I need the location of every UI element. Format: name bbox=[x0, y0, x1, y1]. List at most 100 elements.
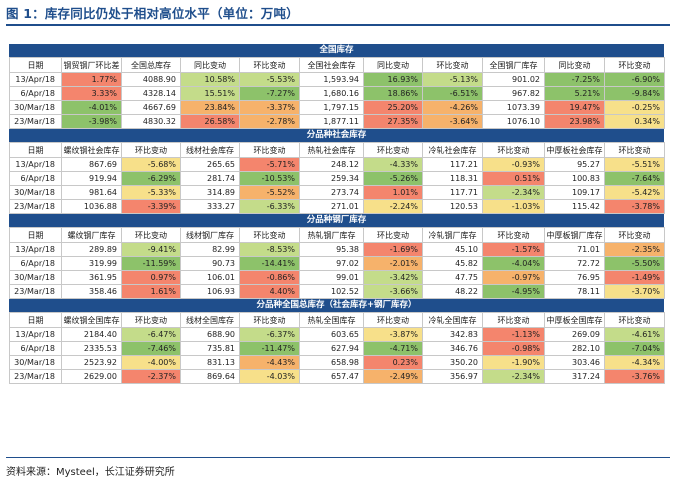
value-cell: 867.69 bbox=[61, 157, 122, 172]
date-cell: 30/Mar/18 bbox=[9, 100, 62, 115]
value-cell: -6.51% bbox=[422, 86, 483, 101]
date-cell: 6/Apr/18 bbox=[9, 171, 62, 186]
value-cell: -9.41% bbox=[121, 242, 181, 257]
value-cell: -5.71% bbox=[239, 157, 300, 172]
value-cell: 3.33% bbox=[61, 86, 122, 101]
value-cell: -2.24% bbox=[363, 199, 423, 214]
table-row: 6/Apr/18 2335.53 -7.46% 735.81 -11.47% 627.94… bbox=[9, 341, 665, 356]
value-cell: 71.01 bbox=[544, 242, 605, 257]
source-note: 资料来源：Mysteel，长江证券研究所 bbox=[6, 467, 175, 478]
value-cell: 333.27 bbox=[180, 199, 240, 214]
value-cell: 2523.92 bbox=[61, 355, 122, 370]
table-row: 23/Mar/18 1036.88 -3.39% 333.27 -6.33% 271.01… bbox=[9, 199, 665, 214]
value-cell: 303.46 bbox=[544, 355, 605, 370]
value-cell: 82.99 bbox=[180, 242, 240, 257]
value-cell: 2629.00 bbox=[61, 369, 122, 384]
value-cell: 0.97% bbox=[121, 270, 181, 285]
value-cell: 603.65 bbox=[299, 327, 364, 342]
table-row: 30/Mar/18 981.64 -5.33% 314.89 -5.52% 273.74 1… bbox=[9, 185, 665, 200]
value-cell: 967.82 bbox=[482, 86, 545, 101]
column-header: 日期 bbox=[9, 227, 62, 243]
column-header: 环比变动 bbox=[604, 142, 665, 158]
value-cell: 358.46 bbox=[61, 284, 122, 299]
value-cell: -0.25% bbox=[604, 100, 665, 115]
date-cell: 23/Mar/18 bbox=[9, 284, 62, 299]
date-cell: 13/Apr/18 bbox=[9, 157, 62, 172]
table-row: 23/Mar/18 -3.98% 4830.32 26.58% -2.78% 1,877.… bbox=[9, 114, 665, 129]
value-cell: -0.98% bbox=[482, 341, 545, 356]
value-cell: 48.22 bbox=[422, 284, 483, 299]
value-cell: 831.13 bbox=[180, 355, 240, 370]
value-cell: 981.64 bbox=[61, 185, 122, 200]
column-header: 热轧钢厂库存 bbox=[299, 227, 364, 243]
table-row: 30/Mar/18 361.95 0.97% 106.01 -0.86% 99.01 -3.… bbox=[9, 270, 665, 285]
column-header: 热轧社会库存 bbox=[299, 142, 364, 158]
column-header: 同比变动 bbox=[180, 57, 240, 73]
value-cell: 289.89 bbox=[61, 242, 122, 257]
column-header: 螺纹钢社会库存 bbox=[61, 142, 122, 158]
value-cell: -3.78% bbox=[604, 199, 665, 214]
value-cell: 15.51% bbox=[180, 86, 240, 101]
table-row: 13/Apr/18 867.69 -5.68% 265.65 -5.71% 248.12-… bbox=[9, 157, 665, 172]
value-cell: 259.34 bbox=[299, 171, 364, 186]
value-cell: -6.90% bbox=[604, 72, 665, 87]
value-cell: 100.83 bbox=[544, 171, 605, 186]
value-cell: -1.03% bbox=[482, 199, 545, 214]
value-cell: 102.52 bbox=[299, 284, 364, 299]
value-cell: -0.93% bbox=[482, 157, 545, 172]
table-row: 30/Mar/18 -4.01% 4667.69 23.84% -3.37% 1,797.… bbox=[9, 100, 665, 115]
value-cell: 1.61% bbox=[121, 284, 181, 299]
value-cell: 361.95 bbox=[61, 270, 122, 285]
value-cell: -6.47% bbox=[121, 327, 181, 342]
value-cell: -1.69% bbox=[363, 242, 423, 257]
value-cell: -4.00% bbox=[121, 355, 181, 370]
inventory-spreadsheet: 全国库存 日期 钢贸钢厂环比差 全国总库存 同比变动 环比变动 全国社会库存 同比变动 环比变动… bbox=[9, 44, 665, 436]
table-row: 23/Mar/18 358.46 1.61% 106.93 4.40% 102.52 -3.… bbox=[9, 284, 665, 299]
value-cell: 4667.69 bbox=[121, 100, 181, 115]
value-cell: 19.47% bbox=[544, 100, 605, 115]
value-cell: 2184.40 bbox=[61, 327, 122, 342]
value-cell: 90.73 bbox=[180, 256, 240, 271]
value-cell: 25.20% bbox=[363, 100, 423, 115]
column-header: 线材全国库存 bbox=[180, 312, 240, 328]
column-header: 环比变动 bbox=[121, 142, 181, 158]
value-cell: -3.64% bbox=[422, 114, 483, 129]
value-cell: -0.86% bbox=[239, 270, 300, 285]
value-cell: -4.43% bbox=[239, 355, 300, 370]
value-cell: -2.37% bbox=[121, 369, 181, 384]
column-header: 日期 bbox=[9, 312, 62, 328]
value-cell: 47.75 bbox=[422, 270, 483, 285]
date-cell: 6/Apr/18 bbox=[9, 86, 62, 101]
date-cell: 23/Mar/18 bbox=[9, 199, 62, 214]
table-row: 30/Mar/18 2523.92 -4.00% 831.13 -4.43% 658.98… bbox=[9, 355, 665, 370]
value-cell: 120.53 bbox=[422, 199, 483, 214]
value-cell: 26.58% bbox=[180, 114, 240, 129]
column-header: 螺纹钢厂库存 bbox=[61, 227, 122, 243]
value-cell: -4.95% bbox=[482, 284, 545, 299]
bottom-rule bbox=[6, 457, 670, 458]
value-cell: -5.33% bbox=[121, 185, 181, 200]
column-header: 钢贸钢厂环比差 bbox=[61, 57, 122, 73]
date-cell: 13/Apr/18 bbox=[9, 72, 62, 87]
date-cell: 30/Mar/18 bbox=[9, 355, 62, 370]
value-cell: -5.53% bbox=[239, 72, 300, 87]
column-header: 热轧全国库存 bbox=[299, 312, 364, 328]
value-cell: -5.68% bbox=[121, 157, 181, 172]
column-header: 中厚板社会库存 bbox=[544, 142, 605, 158]
column-header: 环比变动 bbox=[121, 227, 181, 243]
value-cell: 1.01% bbox=[363, 185, 423, 200]
value-cell: 1,680.16 bbox=[299, 86, 364, 101]
value-cell: 4.40% bbox=[239, 284, 300, 299]
column-header: 同比变动 bbox=[544, 57, 605, 73]
value-cell: 118.31 bbox=[422, 171, 483, 186]
column-header: 同比变动 bbox=[363, 57, 423, 73]
column-header: 螺纹钢全国库存 bbox=[61, 312, 122, 328]
column-header: 环比变动 bbox=[121, 312, 181, 328]
value-cell: 271.01 bbox=[299, 199, 364, 214]
value-cell: -3.42% bbox=[363, 270, 423, 285]
table-row: 13/Apr/18 289.89 -9.41% 82.99 -8.53% 95.38 -1.… bbox=[9, 242, 665, 257]
value-cell: 1076.10 bbox=[482, 114, 545, 129]
title-rule bbox=[6, 24, 670, 26]
value-cell: 45.82 bbox=[422, 256, 483, 271]
column-header: 冷轧社会库存 bbox=[422, 142, 483, 158]
